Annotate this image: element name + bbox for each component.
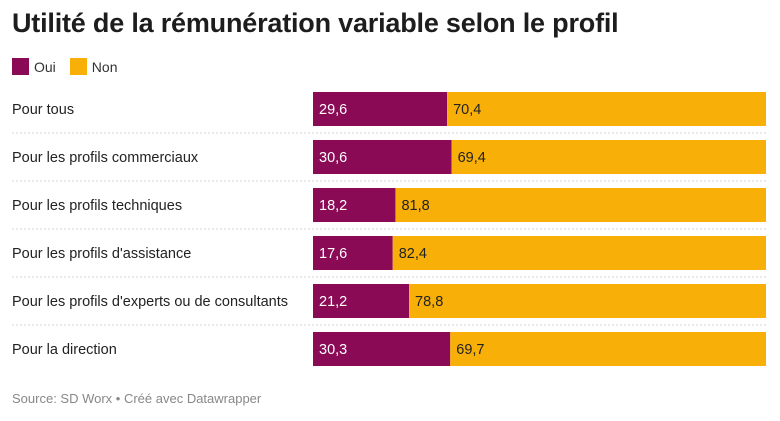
legend-item-non: Non [69, 58, 118, 75]
bar-non [395, 188, 766, 222]
data-label-non: 69,4 [458, 150, 486, 166]
chart-title: Utilité de la rémunération variable selo… [12, 8, 619, 38]
bar-oui [313, 92, 448, 126]
category-label: Pour les profils d'assistance [12, 246, 191, 262]
source-note: Source: SD Worx • Créé avec Datawrapper [12, 391, 262, 406]
data-label-oui: 21,2 [319, 294, 347, 310]
bar-non [450, 332, 766, 366]
legend-label-non: Non [91, 58, 118, 75]
data-label-oui: 30,6 [319, 150, 347, 166]
bar-oui [313, 140, 452, 174]
bar-non [451, 140, 766, 174]
data-label-oui: 17,6 [319, 246, 347, 262]
bar-oui [313, 284, 410, 318]
bar-oui [313, 188, 396, 222]
legend: Oui Non [12, 58, 131, 75]
data-label-non: 70,4 [453, 102, 481, 118]
data-label-non: 78,8 [415, 294, 443, 310]
category-label: Pour les profils techniques [12, 198, 182, 214]
bar-oui [313, 332, 451, 366]
data-label-oui: 30,3 [319, 342, 347, 358]
data-label-oui: 18,2 [319, 198, 347, 214]
bar-chart: Pour tous 29,6 70,4 Pour les profils commer… [12, 92, 766, 366]
data-label-oui: 29,6 [319, 102, 347, 118]
category-label: Pour les profils commerciaux [12, 150, 199, 166]
category-label: Pour les profils d'experts ou de consult… [12, 294, 288, 310]
category-label: Pour tous [12, 102, 74, 118]
bar-non [392, 236, 766, 270]
bar-non [409, 284, 766, 318]
legend-item-oui: Oui [12, 58, 56, 75]
data-label-non: 82,4 [399, 246, 427, 262]
chart-plot: Pour tous 29,6 70,4 Pour les profils commer… [0, 85, 780, 375]
data-label-non: 81,8 [401, 198, 429, 214]
legend-swatch-non [69, 58, 87, 75]
data-label-non: 69,7 [456, 342, 484, 358]
category-label: Pour la direction [12, 342, 117, 358]
legend-swatch-oui [12, 58, 29, 75]
bar-oui [313, 236, 393, 270]
bar-non [447, 92, 766, 126]
legend-label-oui: Oui [34, 58, 56, 75]
